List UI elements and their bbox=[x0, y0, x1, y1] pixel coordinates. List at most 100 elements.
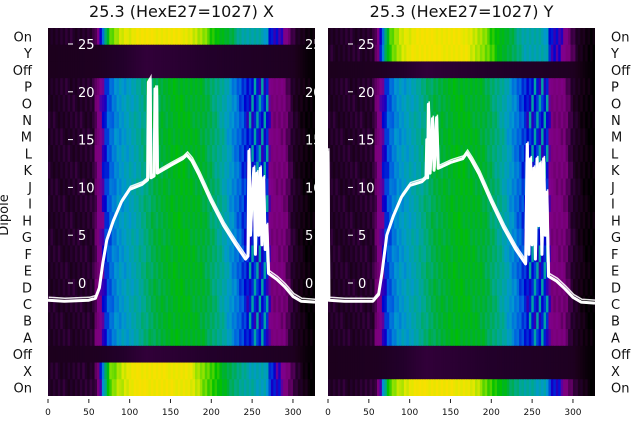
heatmap-cell bbox=[153, 379, 157, 396]
heatmap-cell bbox=[477, 345, 481, 364]
heatmap-cell bbox=[546, 78, 550, 96]
heatmap-cell bbox=[297, 262, 301, 280]
heatmap-cell bbox=[185, 161, 189, 180]
heatmap-cell bbox=[509, 379, 513, 396]
heatmap-cell bbox=[158, 111, 162, 129]
heatmap-cell bbox=[516, 278, 520, 297]
heatmap-cell bbox=[580, 94, 584, 113]
heatmap-cell bbox=[465, 44, 469, 63]
heatmap-cell bbox=[394, 295, 398, 313]
heatmap-cell bbox=[435, 312, 439, 330]
heatmap-cell bbox=[492, 78, 496, 96]
heatmap-cell bbox=[273, 228, 277, 247]
heatmap-cell bbox=[509, 362, 513, 380]
heatmap-cell bbox=[384, 362, 388, 380]
heatmap-cell bbox=[465, 278, 469, 297]
heatmap-cell bbox=[479, 128, 483, 146]
heatmap-cell bbox=[165, 228, 169, 247]
heatmap-cell bbox=[268, 61, 272, 79]
heatmap-cell bbox=[487, 228, 491, 247]
heatmap-cell bbox=[168, 44, 172, 63]
heatmap-cell bbox=[413, 212, 417, 230]
heatmap-cell bbox=[570, 161, 574, 180]
heatmap-cell bbox=[241, 345, 245, 364]
heatmap-cell bbox=[543, 61, 547, 79]
heatmap-cell bbox=[489, 161, 493, 180]
heatmap-cell bbox=[94, 44, 98, 63]
heatmap-cell bbox=[372, 245, 376, 263]
heatmap-cell bbox=[123, 195, 127, 213]
heatmap-cell bbox=[214, 329, 218, 347]
heatmap-cell bbox=[433, 195, 437, 213]
heatmap-cell bbox=[460, 44, 464, 63]
heatmap-cell bbox=[560, 178, 564, 196]
heatmap-cell bbox=[533, 111, 537, 129]
heatmap-cell bbox=[300, 312, 304, 330]
row-label: On bbox=[611, 30, 629, 45]
heatmap-cell bbox=[560, 61, 564, 79]
heatmap-cell bbox=[572, 329, 577, 347]
heatmap-cell bbox=[72, 145, 76, 163]
heatmap-cell bbox=[369, 379, 373, 396]
heatmap-cell bbox=[278, 362, 282, 380]
heatmap-cell bbox=[204, 312, 208, 330]
heatmap-cell bbox=[587, 212, 591, 230]
heatmap-cell bbox=[362, 28, 366, 46]
heatmap-cell bbox=[207, 94, 211, 113]
heatmap-cell bbox=[280, 278, 284, 297]
heatmap-cell bbox=[472, 128, 476, 146]
heatmap-cell bbox=[357, 195, 361, 213]
heatmap-cell bbox=[283, 379, 287, 396]
heatmap-cell bbox=[553, 111, 557, 129]
heatmap-cell bbox=[335, 128, 339, 146]
heatmap-cell bbox=[479, 295, 483, 313]
heatmap-cell bbox=[270, 28, 274, 46]
heatmap-cell bbox=[501, 329, 505, 347]
heatmap-cell bbox=[367, 278, 371, 297]
heatmap-cell bbox=[438, 295, 442, 313]
heatmap-cell bbox=[411, 94, 415, 113]
heatmap-cell bbox=[261, 61, 265, 79]
x-tick-label: 50 bbox=[83, 408, 95, 418]
heatmap-cell bbox=[158, 78, 162, 96]
heatmap-cell bbox=[297, 312, 301, 330]
heatmap-cell bbox=[477, 61, 481, 79]
heatmap-cell bbox=[391, 345, 395, 364]
heatmap-cell bbox=[170, 61, 174, 79]
heatmap-cell bbox=[504, 345, 508, 364]
heatmap-cell bbox=[575, 61, 579, 79]
heatmap-cell bbox=[99, 128, 103, 146]
heatmap-cell bbox=[582, 94, 586, 113]
heatmap-cell bbox=[357, 379, 361, 396]
heatmap-cell bbox=[52, 345, 56, 364]
heatmap-cell bbox=[187, 312, 191, 330]
heatmap-cell bbox=[275, 195, 279, 213]
heatmap-cell bbox=[256, 295, 260, 313]
heatmap-cell bbox=[111, 312, 115, 330]
heatmap-cell bbox=[352, 212, 356, 230]
heatmap-cell bbox=[92, 161, 96, 180]
heatmap-cell bbox=[82, 245, 86, 263]
heatmap-cell bbox=[288, 111, 292, 129]
heatmap-cell bbox=[187, 178, 191, 196]
heatmap-cell bbox=[372, 161, 376, 180]
heatmap-cell bbox=[506, 312, 510, 330]
heatmap-cell bbox=[399, 212, 403, 230]
heatmap-cell bbox=[489, 94, 493, 113]
heatmap-cell bbox=[342, 212, 346, 230]
heatmap-cell bbox=[497, 61, 501, 79]
heatmap-cell bbox=[391, 278, 395, 297]
heatmap-cell bbox=[52, 61, 56, 79]
heatmap-cell bbox=[448, 329, 452, 347]
heatmap-cell bbox=[533, 78, 537, 96]
heatmap-cell bbox=[128, 295, 132, 313]
heatmap-cell bbox=[455, 228, 459, 247]
heatmap-cell bbox=[241, 262, 245, 280]
heatmap-cell bbox=[563, 94, 567, 113]
heatmap-cell bbox=[342, 345, 346, 364]
heatmap-cell bbox=[79, 278, 83, 297]
heatmap-row bbox=[48, 312, 315, 330]
heatmap-cell bbox=[406, 44, 410, 63]
heatmap-cell bbox=[131, 61, 135, 79]
